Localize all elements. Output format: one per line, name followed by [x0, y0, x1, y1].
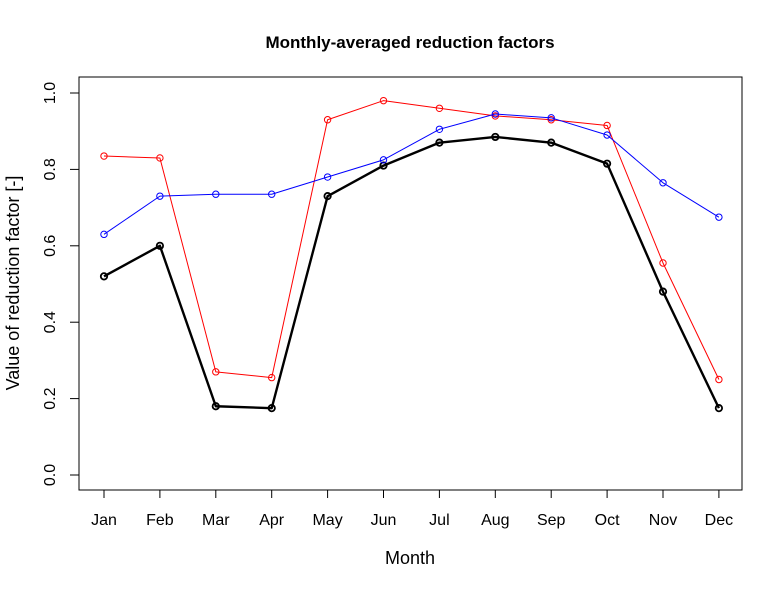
data-point — [603, 131, 611, 139]
data-point — [379, 161, 388, 170]
data-point — [602, 159, 612, 168]
y-tick-label: 0.6 — [42, 235, 59, 257]
data-point — [156, 154, 164, 162]
data-point — [268, 373, 276, 382]
series-1 — [99, 132, 724, 413]
data-point — [379, 96, 388, 105]
data-point — [268, 190, 276, 198]
data-point — [100, 152, 108, 160]
data-point — [323, 116, 332, 124]
data-point — [547, 114, 555, 122]
series-line — [103, 135, 720, 410]
data-point — [212, 368, 220, 376]
x-tick-label: Oct — [595, 512, 620, 529]
data-point — [659, 179, 667, 187]
data-point — [100, 230, 108, 239]
data-point — [491, 132, 500, 142]
data-point — [714, 404, 724, 413]
y-tick-label: 0.8 — [42, 158, 59, 180]
data-point — [323, 192, 332, 201]
data-point — [155, 241, 164, 250]
series-2 — [100, 96, 723, 384]
x-axis-label: Month — [385, 548, 435, 568]
data-point — [491, 110, 499, 118]
data-point — [435, 125, 444, 133]
data-point — [491, 112, 499, 120]
x-tick-label: Sep — [537, 512, 566, 529]
data-point — [99, 272, 109, 281]
x-tick-label: Dec — [705, 512, 733, 529]
data-point — [212, 190, 220, 198]
data-point — [435, 138, 444, 147]
series-layer — [99, 96, 724, 413]
plot-box — [78, 76, 743, 491]
data-point — [547, 138, 556, 147]
data-point — [603, 121, 611, 130]
y-tick-label: 0.2 — [42, 387, 59, 409]
data-point — [211, 402, 220, 411]
y-axis: 0.0 0.2 0.4 0.6 0.8 1.0 — [42, 82, 80, 486]
x-tick-label: May — [312, 512, 342, 529]
series-3 — [100, 110, 723, 239]
series-line — [103, 113, 720, 235]
series-line — [103, 100, 720, 380]
data-point — [267, 404, 276, 413]
x-tick-label: Feb — [146, 512, 174, 529]
x-tick-label: Apr — [259, 512, 285, 529]
y-tick-label: 1.0 — [42, 82, 59, 104]
data-point — [659, 259, 667, 267]
data-point — [547, 116, 555, 124]
x-tick-label: Aug — [481, 512, 509, 529]
x-tick-label: Jul — [429, 512, 449, 529]
y-axis-label: Value of reduction factor [-] — [3, 176, 23, 391]
y-tick-label: 0.0 — [42, 464, 59, 486]
data-point — [658, 287, 668, 296]
data-point — [379, 156, 388, 164]
x-tick-label: Jan — [91, 512, 117, 529]
data-point — [323, 173, 332, 181]
y-tick-label: 0.4 — [42, 311, 59, 333]
x-axis: Jan Feb Mar Apr May Jun Jul Aug Sep Oct Nov Dec — [91, 489, 733, 529]
data-point — [715, 375, 723, 384]
data-point — [715, 213, 723, 221]
chart-title: Monthly-averaged reduction factors — [265, 33, 554, 52]
data-point — [435, 104, 444, 112]
x-tick-label: Mar — [202, 512, 230, 529]
data-point — [156, 192, 164, 200]
x-tick-label: Jun — [371, 512, 397, 529]
x-tick-label: Nov — [649, 512, 677, 529]
